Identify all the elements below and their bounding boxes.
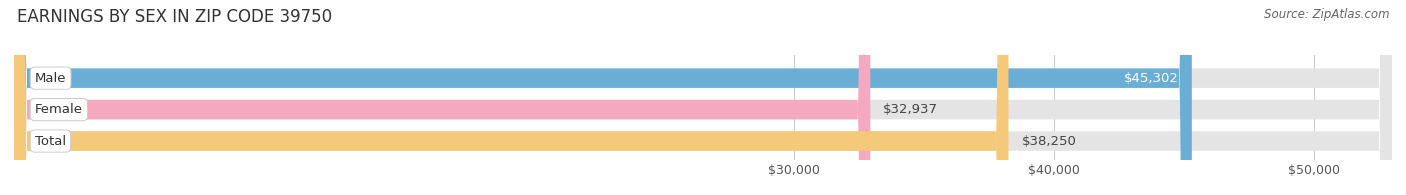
FancyBboxPatch shape [14,0,1392,195]
Text: Source: ZipAtlas.com: Source: ZipAtlas.com [1264,8,1389,21]
Text: $38,250: $38,250 [1022,135,1077,148]
FancyBboxPatch shape [14,0,1392,195]
FancyBboxPatch shape [14,0,870,195]
Text: Male: Male [35,72,66,85]
FancyBboxPatch shape [14,0,1008,195]
Text: Total: Total [35,135,66,148]
Text: $45,302: $45,302 [1123,72,1178,85]
FancyBboxPatch shape [14,0,1392,195]
Text: EARNINGS BY SEX IN ZIP CODE 39750: EARNINGS BY SEX IN ZIP CODE 39750 [17,8,332,26]
FancyBboxPatch shape [14,0,1192,195]
Text: Female: Female [35,103,83,116]
Text: $32,937: $32,937 [883,103,938,116]
